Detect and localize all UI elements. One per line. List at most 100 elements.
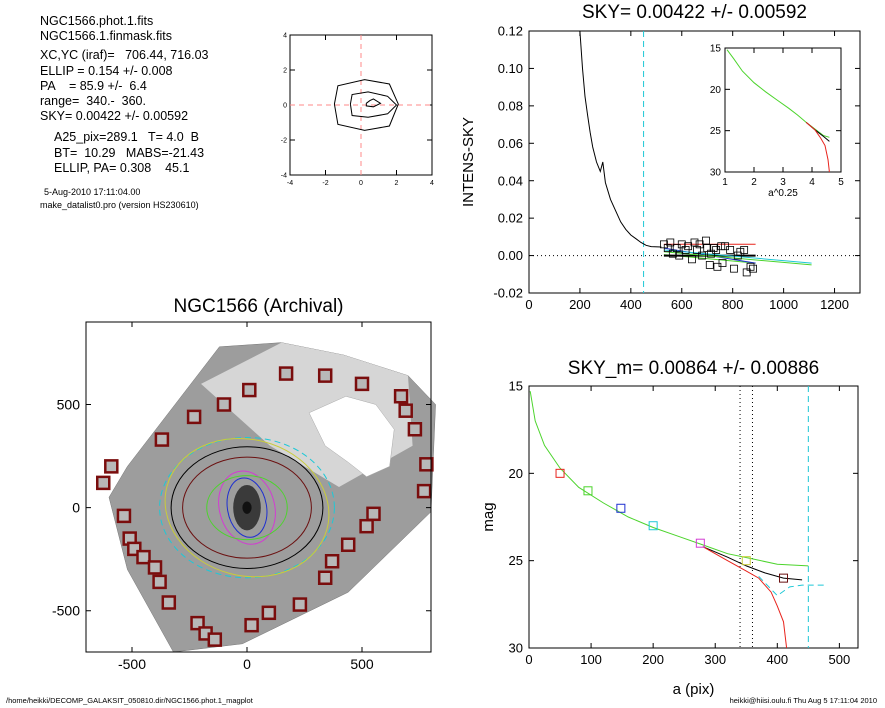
inset-series-red: [805, 122, 830, 173]
mag-marker-magenta: [695, 538, 705, 548]
inset-x-tick-label: 4: [809, 177, 815, 188]
sky-sample-box: [207, 632, 223, 647]
contour-x-tick-label: 2: [395, 180, 399, 187]
info-program: make_datalist0.pro (version HS230610): [40, 200, 199, 211]
sky-data-point: [746, 262, 755, 271]
mag-x-tick-label: 500: [829, 652, 851, 667]
isophote-ellipse-magenta: [218, 470, 276, 545]
sky-data-point: [705, 261, 714, 269]
isophote-ellipse-yellow: [164, 437, 330, 578]
sky-data-point: [730, 264, 738, 273]
sky-sample-box: [317, 368, 333, 383]
sky-sample-box: [152, 574, 167, 590]
isophote-ellipse-cyan: [159, 437, 335, 579]
sky-sample-box: [186, 409, 202, 425]
sky-frame: [528, 30, 861, 294]
isophote-ellipse-green: [206, 475, 288, 541]
mag-x-tick-label: 200: [642, 652, 664, 667]
profile-inset-plot: 1 2 3 4 5 15 20 25 30 a^0.25: [710, 44, 844, 200]
sky-x-tick-label: 400: [620, 297, 642, 312]
image-x-tick-label: 500: [350, 656, 374, 672]
sky-data-point: [726, 246, 735, 254]
info-sky: SKY= 0.00422 +/- 0.00592: [40, 109, 189, 124]
sky-y-tick-label: 0.04: [498, 173, 523, 188]
mag-y-tick-label: 25: [509, 553, 523, 568]
image-x-tick-label: 0: [243, 656, 251, 672]
sky-x-tick-label: 0: [525, 297, 532, 312]
isophote-ellipse-brown: [182, 456, 312, 559]
contour-y-tick-label: -4: [281, 172, 287, 179]
sky-sample-box: [407, 422, 423, 437]
sky-sample-box: [324, 554, 340, 569]
sky-y-tick-label: 0.00: [498, 248, 523, 263]
sky-y-tick-label: 0.08: [498, 98, 523, 113]
image-masked-region: [308, 396, 395, 477]
sky-data-point: [663, 244, 672, 252]
sky-x-tick-label: 800: [722, 297, 744, 312]
mag-series-green: [529, 391, 809, 567]
info-ellipticity: ELLIP = 0.154 +/- 0.008: [40, 63, 173, 78]
inset-x-tick-label: 2: [751, 177, 757, 188]
sky-sample-box: [340, 537, 356, 552]
sky-sample-box: [398, 403, 413, 418]
footer-user-date: heikki@hiisi.oulu.fi Thu Aug 5 17:11:04 …: [729, 696, 877, 705]
sky-sample-box: [317, 570, 333, 585]
info-panel: NGC1566.phot.1.fits NGC1566.1.finmask.fi…: [40, 14, 280, 212]
contour-y-tick-label: -2: [281, 137, 287, 144]
image-y-tick-label: 500: [57, 396, 81, 412]
mag-frame: [528, 385, 859, 649]
sky-sample-box: [244, 617, 259, 633]
info-position-angle: PA = 85.9 +/- 6.4: [40, 78, 147, 93]
inset-y-tick-label: 15: [710, 44, 722, 55]
contour-x-tick-label: -2: [322, 180, 328, 187]
sky-sample-box: [261, 605, 277, 621]
mag-marker-green: [583, 486, 593, 496]
contour-plot: -4 -2 0 2 4 4 2 0 -2 -4: [281, 32, 434, 187]
contour-x-tick-label: 4: [430, 180, 434, 187]
sky-data-point: [693, 246, 701, 254]
sky-sample-box: [278, 366, 294, 381]
inset-x-axis-label: a^0.25: [768, 188, 798, 199]
sky-sample-box: [419, 457, 434, 472]
mag-series-black: [702, 546, 803, 581]
mag-x-axis-label: a (pix): [673, 681, 715, 698]
mag-marker-brown: [779, 573, 789, 583]
sky-profile-line: [579, 30, 662, 248]
image-y-tick-label: 0: [72, 500, 80, 516]
magnitude-plot: SKY_m= 0.00864 +/- 0.00886 0 100 200 300 400 5…: [480, 358, 859, 698]
contour-y-tick-label: 4: [283, 32, 287, 39]
sky-sample-box: [154, 432, 170, 447]
inset-background: [725, 48, 841, 172]
isophote-ellipse-blue: [226, 477, 268, 538]
info-center: XC,YC (iraf)= 706.44, 716.03: [40, 48, 209, 63]
sky-sample-box: [161, 595, 177, 610]
inset-y-tick-label: 30: [710, 168, 722, 179]
sky-data-point: [690, 238, 699, 247]
sky-sample-box: [96, 475, 111, 491]
contour-x-tick-label: -4: [287, 180, 293, 187]
sky-y-tick-label: 0.06: [498, 136, 523, 151]
sky-y-axis-label: INTENS-SKY: [460, 117, 477, 207]
info-bt: BT= 10.29 MABS=-21.43: [54, 145, 205, 160]
sky-sample-box: [393, 389, 409, 404]
contour-level: [349, 91, 398, 118]
info-filename: NGC1566.phot.1.fits: [40, 14, 154, 28]
image-x-tick-label: -500: [118, 656, 146, 672]
sky-data-point: [666, 238, 675, 247]
mag-marker-yellow: [741, 556, 751, 566]
mag-y-tick-label: 20: [509, 466, 523, 481]
info-ellip-pa: ELLIP, PA= 0.308 45.1: [54, 160, 190, 175]
sky-data-point: [698, 251, 707, 260]
sky-y-tick-label: 0.12: [498, 24, 523, 39]
mag-x-tick-label: 0: [525, 652, 532, 667]
sky-sample-box: [359, 518, 374, 534]
sky-y-tick-label: 0.10: [498, 61, 523, 76]
sky-x-tick-label: 200: [569, 297, 591, 312]
sky-y-tick-label: -0.02: [493, 286, 523, 301]
image-frame: [85, 321, 432, 653]
sky-sample-box: [366, 506, 381, 522]
info-date: 5-Aug-2010 17:11:04.00: [44, 187, 141, 198]
info-a25: A25_pix=289.1 T= 4.0 B: [54, 130, 200, 145]
contour-y-tick-label: 0: [283, 102, 287, 109]
